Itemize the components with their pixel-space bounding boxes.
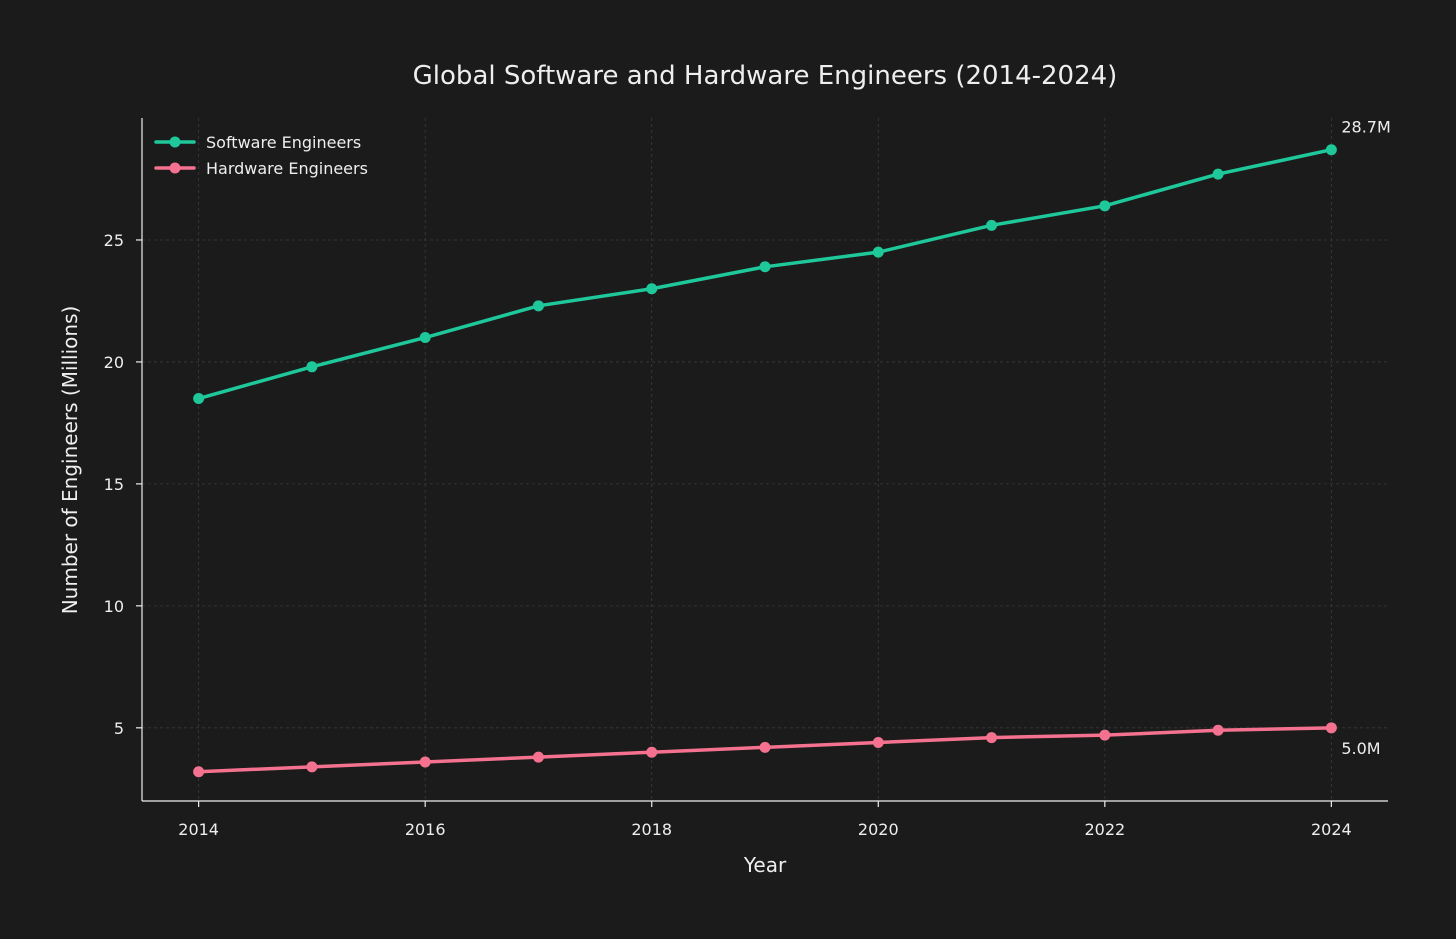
value-annotation: 5.0M <box>1341 739 1380 758</box>
software-engineers-point <box>1212 168 1224 180</box>
software-engineers-point <box>419 332 431 344</box>
legend: Software Engineers Hardware Engineers <box>154 133 368 178</box>
hardware-engineers-point <box>759 741 771 753</box>
y-tick-label: 15 <box>104 475 124 494</box>
x-tick-label: 2014 <box>178 820 219 839</box>
y-axis-label: Number of Engineers (Millions) <box>58 306 82 615</box>
x-tick-label: 2022 <box>1084 820 1125 839</box>
y-tick-label: 10 <box>104 597 124 616</box>
annotations: 28.7M 5.0M <box>1341 118 1390 758</box>
hardware-engineers-point <box>1099 729 1111 741</box>
hardware-engineers-point <box>532 751 544 763</box>
legend-marker-software-engineers <box>169 136 181 148</box>
grid <box>142 118 1388 801</box>
software-engineers-point <box>306 361 318 373</box>
y-tick-label: 25 <box>104 231 124 250</box>
series <box>193 144 1337 778</box>
y-tick-label: 5 <box>114 719 124 738</box>
legend-marker-hardware-engineers <box>169 162 181 174</box>
hardware-engineers-point <box>1325 722 1337 734</box>
legend-label-software-engineers: Software Engineers <box>206 133 361 152</box>
software-engineers-point <box>986 219 998 231</box>
hardware-engineers-point <box>419 756 431 768</box>
software-engineers-point <box>1325 144 1337 156</box>
software-engineers-point <box>872 246 884 258</box>
x-tick-label: 2020 <box>858 820 899 839</box>
x-tick-label: 2024 <box>1311 820 1352 839</box>
software-engineers-point <box>759 261 771 273</box>
software-engineers-point <box>646 283 658 295</box>
hardware-engineers-point <box>306 761 318 773</box>
software-engineers-point <box>193 393 205 405</box>
legend-label-hardware-engineers: Hardware Engineers <box>206 159 368 178</box>
hardware-engineers-point <box>872 736 884 748</box>
hardware-engineers-point <box>646 746 658 758</box>
x-tick-label: 2018 <box>631 820 672 839</box>
hardware-engineers-point <box>193 766 205 778</box>
software-engineers-point <box>1099 200 1111 212</box>
chart-title: Global Software and Hardware Engineers (… <box>413 61 1118 91</box>
axes <box>141 118 1388 802</box>
y-tick-label: 20 <box>104 353 124 372</box>
hardware-engineers-point <box>986 732 998 744</box>
software-engineers-point <box>532 300 544 312</box>
x-tick-label: 2016 <box>405 820 446 839</box>
value-annotation: 28.7M <box>1341 118 1390 137</box>
x-axis-label: Year <box>743 853 787 877</box>
hardware-engineers-point <box>1212 724 1224 736</box>
ticks: 2014 2016 2018 2020 2022 2024 5 10 15 20 25 <box>104 231 1352 839</box>
